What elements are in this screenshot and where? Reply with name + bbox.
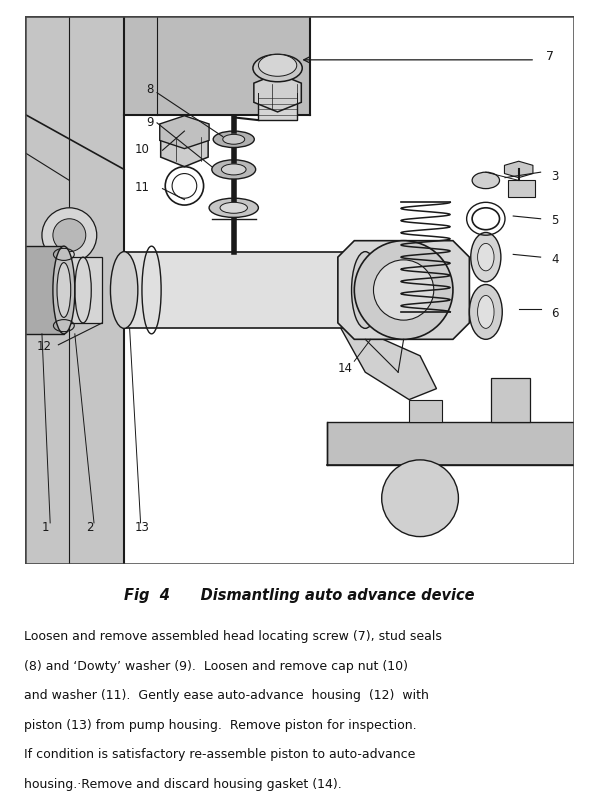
Text: Fig  4      Dismantling auto advance device: Fig 4 Dismantling auto advance device — [124, 587, 475, 602]
Ellipse shape — [212, 160, 256, 179]
Text: 4: 4 — [552, 253, 559, 266]
Ellipse shape — [223, 134, 245, 144]
Ellipse shape — [470, 285, 502, 339]
Text: 2: 2 — [86, 521, 93, 534]
Polygon shape — [491, 378, 530, 422]
Text: 9: 9 — [146, 115, 153, 129]
Text: piston (13) from pump housing.  Remove piston for inspection.: piston (13) from pump housing. Remove pi… — [24, 718, 416, 731]
Polygon shape — [124, 16, 310, 114]
Ellipse shape — [258, 54, 297, 76]
Ellipse shape — [222, 164, 246, 175]
Text: housing.·Remove and discard housing gasket (14).: housing.·Remove and discard housing gask… — [24, 778, 341, 790]
Polygon shape — [258, 93, 297, 120]
Text: 5: 5 — [552, 214, 559, 227]
Text: 14: 14 — [338, 362, 353, 375]
Text: 6: 6 — [552, 307, 559, 320]
Circle shape — [53, 218, 86, 252]
Ellipse shape — [110, 252, 138, 328]
Text: and washer (11).  Gently ease auto-advance  housing  (12)  with: and washer (11). Gently ease auto-advanc… — [24, 689, 429, 702]
Polygon shape — [124, 252, 365, 328]
Text: (8) and ‘Dowty’ washer (9).  Loosen and remove cap nut (10): (8) and ‘Dowty’ washer (9). Loosen and r… — [24, 659, 408, 673]
Text: 10: 10 — [135, 143, 150, 156]
Polygon shape — [409, 400, 442, 422]
Ellipse shape — [253, 54, 302, 82]
Text: 12: 12 — [37, 340, 52, 354]
Polygon shape — [504, 162, 533, 178]
Polygon shape — [327, 422, 573, 466]
Polygon shape — [161, 128, 208, 166]
Polygon shape — [508, 180, 535, 197]
Ellipse shape — [53, 246, 75, 334]
Text: 8: 8 — [146, 82, 153, 96]
Text: 11: 11 — [135, 182, 150, 194]
Polygon shape — [26, 246, 64, 334]
Polygon shape — [26, 16, 124, 564]
Circle shape — [382, 460, 458, 537]
Ellipse shape — [477, 243, 494, 271]
Polygon shape — [64, 257, 102, 323]
Polygon shape — [254, 74, 301, 112]
Text: 7: 7 — [546, 50, 554, 63]
Text: 1: 1 — [42, 521, 50, 534]
Ellipse shape — [477, 295, 494, 328]
Ellipse shape — [472, 172, 500, 189]
Circle shape — [354, 241, 453, 339]
Polygon shape — [160, 116, 209, 149]
Text: 3: 3 — [552, 170, 559, 183]
Ellipse shape — [57, 262, 71, 318]
Polygon shape — [338, 323, 437, 400]
Circle shape — [42, 208, 97, 262]
Text: If condition is satisfactory re-assemble piston to auto-advance: If condition is satisfactory re-assemble… — [24, 748, 415, 761]
Text: Loosen and remove assembled head locating screw (7), stud seals: Loosen and remove assembled head locatin… — [24, 630, 442, 643]
Ellipse shape — [220, 202, 247, 214]
Ellipse shape — [209, 198, 258, 218]
Ellipse shape — [352, 252, 379, 328]
Ellipse shape — [471, 233, 501, 282]
Text: 13: 13 — [135, 521, 150, 534]
Polygon shape — [338, 241, 470, 339]
Ellipse shape — [213, 131, 255, 147]
Circle shape — [374, 260, 434, 320]
